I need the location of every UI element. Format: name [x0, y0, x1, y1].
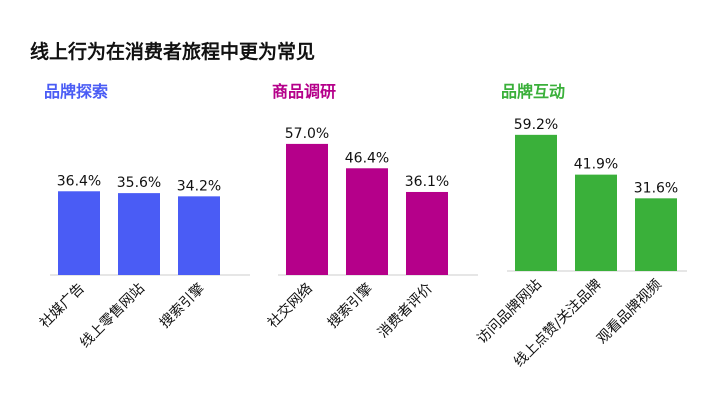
value-label: 36.4%: [57, 173, 101, 189]
bar: [58, 191, 100, 275]
value-label: 41.9%: [574, 157, 618, 173]
panel-title: 品牌互动: [501, 82, 565, 101]
category-label: 社交网络: [264, 280, 316, 332]
chart-title: 线上行为在消费者旅程中更为常见: [30, 41, 316, 63]
bar: [515, 134, 557, 271]
panel-title: 品牌探索: [44, 82, 108, 101]
bar: [406, 191, 448, 275]
value-label: 46.4%: [345, 150, 389, 166]
category-label: 消费者评价: [375, 281, 436, 342]
value-label: 57.0%: [285, 126, 329, 142]
value-label: 34.2%: [177, 178, 221, 194]
panel-title: 商品调研: [272, 82, 336, 101]
bar: [118, 193, 160, 275]
value-label: 59.2%: [514, 117, 558, 133]
category-label: 搜索引擎: [156, 280, 208, 332]
category-label: 观看品牌视频: [593, 276, 664, 347]
category-label: 搜索引擎: [324, 280, 376, 332]
value-label: 35.6%: [117, 175, 161, 191]
category-label: 社媒广告: [37, 281, 88, 332]
chart-panel-2: 商品调研 57.0% 社交网络 46.4% 搜索引擎 36.1% 消费者评价: [264, 82, 478, 341]
bar: [635, 198, 677, 271]
value-label: 36.1%: [405, 174, 449, 190]
value-label: 31.6%: [634, 180, 678, 196]
category-label: 线上零售网站: [77, 281, 148, 352]
bar: [286, 143, 328, 275]
bar: [178, 196, 220, 275]
bar: [346, 168, 388, 275]
chart-panel-1: 品牌探索 36.4% 社媒广告 35.6% 线上零售网站 34.2% 搜索引擎: [37, 82, 250, 351]
bar: [575, 174, 617, 271]
